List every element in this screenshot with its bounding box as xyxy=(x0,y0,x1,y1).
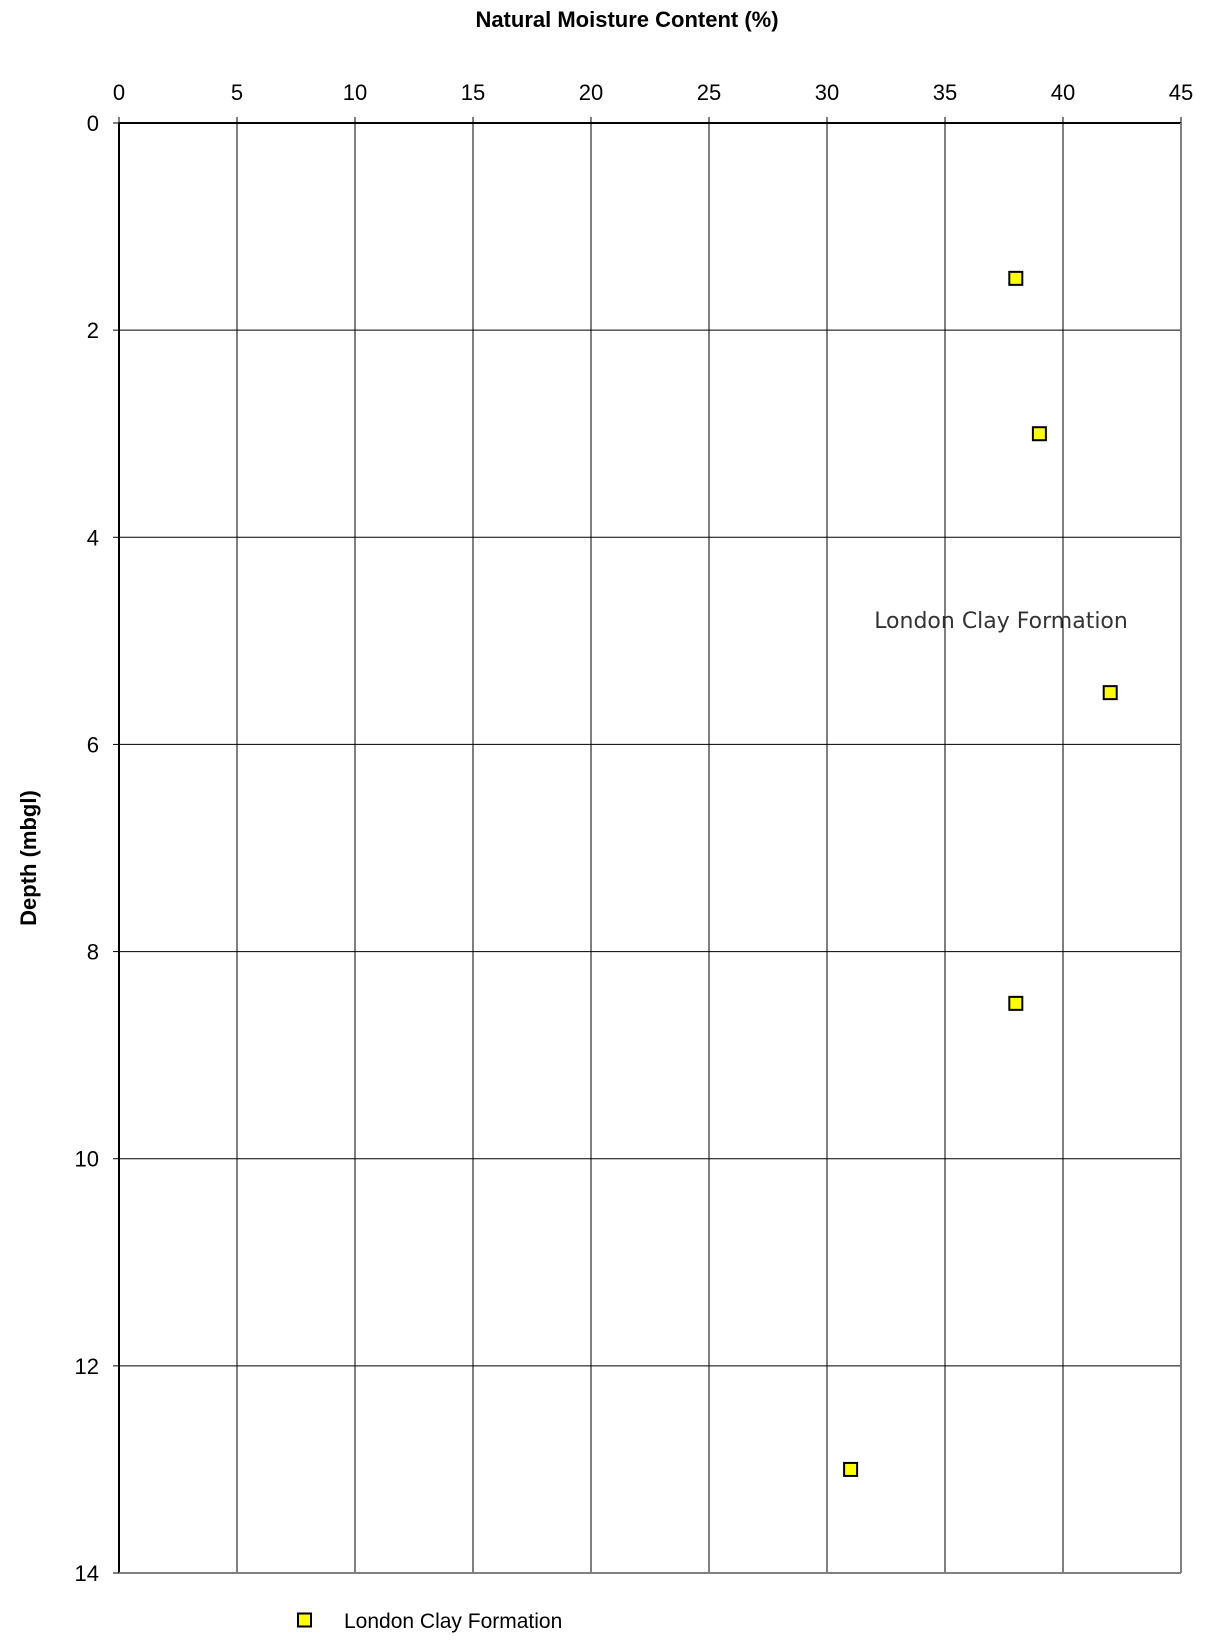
x-tick-label: 45 xyxy=(1169,80,1193,105)
annotation-label: London Clay Formation xyxy=(874,609,1128,634)
x-tick-label: 10 xyxy=(343,80,367,105)
y-tick-label: 14 xyxy=(75,1561,99,1586)
x-tick-label: 25 xyxy=(697,80,721,105)
data-point xyxy=(1008,995,1024,1011)
data-point xyxy=(1102,685,1118,701)
x-tick-label: 0 xyxy=(113,80,125,105)
data-point xyxy=(1008,270,1024,286)
chart-annotations: London Clay Formation xyxy=(874,609,1128,634)
legend-label: London Clay Formation xyxy=(344,1610,562,1633)
y-tick-label: 10 xyxy=(75,1147,99,1172)
tick-labels: 0 5 10 15 20 25 30 35 40 45 0 2 4 6 8 10 12 14 xyxy=(75,80,1194,1586)
x-tick-label: 15 xyxy=(461,80,485,105)
data-points xyxy=(843,270,1118,1477)
x-tick-label: 40 xyxy=(1051,80,1075,105)
x-axis-title: Natural Moisture Content (%) xyxy=(475,7,778,32)
x-tick-label: 20 xyxy=(579,80,603,105)
chart-legend: London Clay Formation xyxy=(297,1610,562,1633)
x-tick-label: 30 xyxy=(815,80,839,105)
x-tick-label: 35 xyxy=(933,80,957,105)
data-point xyxy=(843,1461,859,1477)
y-axis-title: Depth (mbgl) xyxy=(16,790,41,926)
y-tick-label: 0 xyxy=(87,111,99,136)
legend-marker xyxy=(297,1612,312,1628)
y-tick-label: 4 xyxy=(87,525,99,550)
x-tick-label: 5 xyxy=(231,80,243,105)
y-tick-label: 12 xyxy=(75,1354,99,1379)
y-tick-label: 8 xyxy=(87,940,99,965)
y-tick-label: 2 xyxy=(87,318,99,343)
y-tick-label: 6 xyxy=(87,732,99,757)
grid-lines xyxy=(113,117,1182,1574)
data-point xyxy=(1031,426,1047,442)
